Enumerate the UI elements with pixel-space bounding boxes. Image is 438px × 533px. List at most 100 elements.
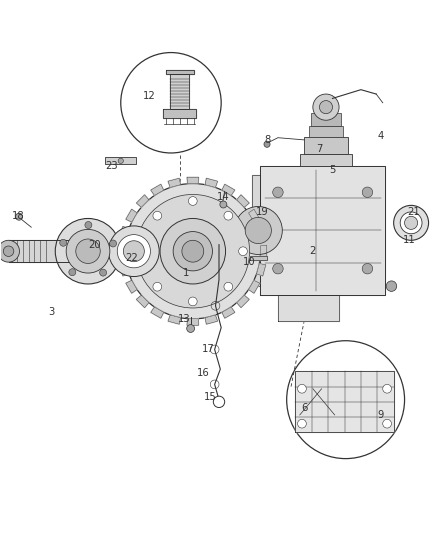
Polygon shape bbox=[278, 295, 339, 321]
Circle shape bbox=[188, 197, 197, 205]
Circle shape bbox=[239, 247, 247, 256]
Polygon shape bbox=[119, 245, 125, 257]
Text: 9: 9 bbox=[378, 410, 384, 420]
Circle shape bbox=[121, 53, 221, 153]
Circle shape bbox=[245, 217, 272, 244]
Polygon shape bbox=[120, 227, 129, 239]
Circle shape bbox=[55, 219, 121, 284]
Circle shape bbox=[76, 239, 100, 263]
Circle shape bbox=[362, 187, 373, 198]
Polygon shape bbox=[249, 209, 260, 222]
Circle shape bbox=[273, 263, 283, 274]
Circle shape bbox=[136, 195, 250, 308]
Polygon shape bbox=[257, 263, 266, 276]
Circle shape bbox=[173, 231, 212, 271]
Text: 19: 19 bbox=[256, 207, 269, 217]
Circle shape bbox=[124, 241, 145, 262]
Circle shape bbox=[15, 213, 22, 220]
Circle shape bbox=[386, 281, 397, 292]
Circle shape bbox=[182, 240, 204, 262]
Circle shape bbox=[153, 212, 162, 220]
Bar bbox=[300, 154, 352, 166]
Polygon shape bbox=[126, 209, 137, 222]
Bar bbox=[304, 138, 348, 154]
Polygon shape bbox=[166, 70, 194, 75]
Text: 5: 5 bbox=[329, 165, 336, 175]
Circle shape bbox=[224, 212, 233, 220]
Circle shape bbox=[383, 384, 392, 393]
Circle shape bbox=[110, 240, 117, 247]
Circle shape bbox=[138, 247, 147, 256]
Bar bbox=[106, 157, 136, 164]
Circle shape bbox=[4, 246, 14, 256]
Polygon shape bbox=[222, 184, 235, 196]
Text: 11: 11 bbox=[403, 235, 415, 245]
Circle shape bbox=[220, 201, 227, 208]
Polygon shape bbox=[252, 175, 261, 286]
Circle shape bbox=[297, 419, 306, 428]
Text: 1: 1 bbox=[183, 268, 190, 278]
Polygon shape bbox=[257, 227, 266, 239]
Polygon shape bbox=[168, 315, 180, 324]
Polygon shape bbox=[237, 295, 249, 308]
Text: 2: 2 bbox=[310, 246, 316, 256]
Circle shape bbox=[394, 205, 428, 240]
Bar bbox=[308, 126, 343, 138]
Polygon shape bbox=[250, 256, 267, 260]
Circle shape bbox=[297, 384, 306, 393]
Polygon shape bbox=[222, 307, 235, 318]
Text: 22: 22 bbox=[125, 253, 138, 263]
Polygon shape bbox=[10, 240, 88, 262]
Text: 14: 14 bbox=[217, 192, 230, 201]
Text: 8: 8 bbox=[264, 135, 270, 145]
Bar bbox=[311, 113, 341, 126]
Circle shape bbox=[362, 263, 373, 274]
Text: 17: 17 bbox=[202, 344, 215, 354]
Circle shape bbox=[234, 206, 283, 254]
Text: 6: 6 bbox=[301, 403, 307, 414]
Circle shape bbox=[69, 269, 76, 276]
Circle shape bbox=[224, 282, 233, 291]
Circle shape bbox=[319, 101, 332, 114]
Text: 3: 3 bbox=[48, 308, 54, 317]
Circle shape bbox=[213, 396, 225, 408]
Text: 21: 21 bbox=[407, 207, 420, 217]
Polygon shape bbox=[295, 372, 394, 432]
Circle shape bbox=[117, 235, 150, 268]
Text: 20: 20 bbox=[88, 240, 101, 249]
Polygon shape bbox=[120, 263, 129, 276]
Text: 12: 12 bbox=[143, 91, 155, 101]
Circle shape bbox=[125, 183, 261, 319]
Circle shape bbox=[66, 229, 110, 273]
Circle shape bbox=[187, 325, 194, 333]
Polygon shape bbox=[136, 295, 149, 308]
Circle shape bbox=[99, 269, 106, 276]
Circle shape bbox=[118, 158, 124, 164]
Circle shape bbox=[188, 297, 197, 306]
Text: 4: 4 bbox=[378, 131, 384, 141]
Text: 10: 10 bbox=[243, 257, 256, 267]
Circle shape bbox=[153, 282, 162, 291]
Circle shape bbox=[405, 216, 418, 229]
Circle shape bbox=[313, 94, 339, 120]
Circle shape bbox=[264, 141, 270, 147]
Polygon shape bbox=[260, 245, 267, 257]
Polygon shape bbox=[151, 307, 164, 318]
Circle shape bbox=[85, 222, 92, 229]
Circle shape bbox=[160, 219, 226, 284]
Text: 13: 13 bbox=[178, 314, 191, 324]
Polygon shape bbox=[187, 177, 198, 184]
Text: 15: 15 bbox=[204, 392, 217, 402]
Polygon shape bbox=[168, 178, 180, 188]
Polygon shape bbox=[151, 184, 164, 196]
Polygon shape bbox=[187, 319, 198, 325]
Text: 16: 16 bbox=[198, 368, 210, 378]
Circle shape bbox=[383, 419, 392, 428]
Polygon shape bbox=[136, 195, 149, 207]
Polygon shape bbox=[261, 166, 385, 295]
Circle shape bbox=[0, 240, 19, 262]
Circle shape bbox=[273, 187, 283, 198]
Text: 7: 7 bbox=[316, 143, 323, 154]
Circle shape bbox=[60, 239, 67, 246]
Polygon shape bbox=[237, 195, 249, 207]
